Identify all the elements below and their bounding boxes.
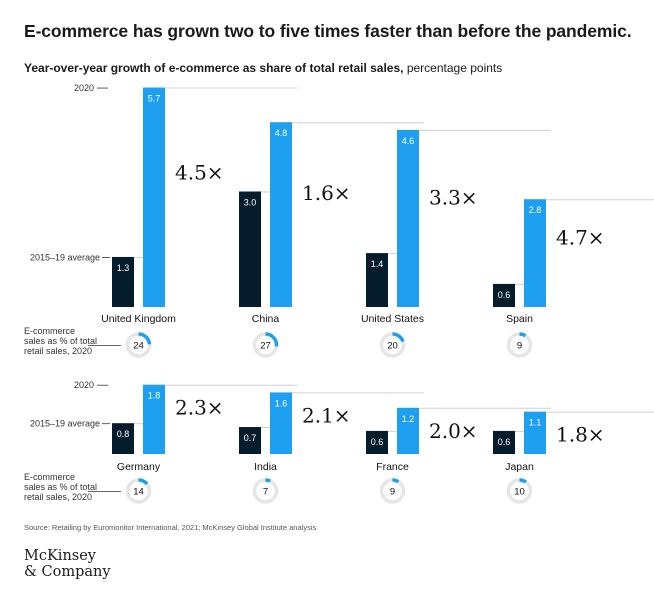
data-label-spain-avg: 0.6	[498, 290, 511, 300]
data-label-united-states-avg: 1.4	[371, 259, 384, 269]
bar-france-avg	[366, 430, 388, 454]
ring-fill-france	[392, 478, 400, 484]
bar-japan-2020	[524, 411, 546, 454]
ring-value-india: 7	[263, 487, 268, 498]
ring-value-united-kingdom: 24	[133, 341, 144, 352]
data-label-united-kingdom-2020: 5.7	[148, 94, 161, 104]
ratio-label-france: 2.0×	[429, 419, 478, 443]
series-label-2020: 2020	[74, 380, 94, 390]
ratio-label-united-states: 3.3×	[429, 185, 478, 209]
country-label-france: France	[376, 461, 409, 473]
ring-fill-united-kingdom	[138, 332, 152, 345]
country-label-germany: Germany	[117, 461, 161, 473]
bar-united-states-avg	[366, 253, 388, 307]
bar-spain-avg	[493, 283, 515, 307]
data-label-france-avg: 0.6	[371, 437, 384, 447]
data-label-germany-avg: 0.8	[117, 429, 130, 439]
country-label-united-kingdom: United Kingdom	[101, 313, 176, 325]
bar-united-kingdom-avg	[112, 256, 134, 307]
ring-value-germany: 14	[133, 487, 144, 498]
ratio-label-japan: 1.8×	[556, 423, 605, 447]
bar-china-avg	[239, 191, 261, 307]
series-label-avg: 2015–19 average	[30, 252, 100, 262]
bar-united-states-2020	[397, 129, 419, 307]
bar-china-2020	[270, 122, 292, 307]
country-label-india: India	[254, 461, 277, 473]
bar-united-kingdom-2020	[143, 87, 165, 307]
ring-label-line: E-commerce	[24, 326, 75, 336]
ring-label-line: sales as % of total	[24, 482, 97, 492]
country-label-spain: Spain	[506, 313, 533, 325]
ratio-label-china: 1.6×	[302, 181, 351, 205]
ring-fill-india	[265, 478, 271, 483]
ring-fill-spain	[519, 332, 527, 338]
ring-label-line: retail sales, 2020	[24, 346, 92, 356]
data-label-india-2020: 1.6	[275, 398, 288, 408]
ring-value-spain: 9	[517, 341, 522, 352]
data-label-united-kingdom-avg: 1.3	[117, 263, 130, 273]
ring-fill-china	[265, 332, 279, 347]
ring-value-china: 27	[260, 341, 271, 352]
ring-fill-germany	[138, 478, 149, 486]
ring-label-line: sales as % of total	[24, 336, 97, 346]
logo-line-2: & Company	[24, 564, 111, 580]
ring-value-japan: 10	[514, 487, 525, 498]
mckinsey-logo: McKinsey & Company	[24, 548, 111, 580]
bar-germany-2020	[143, 384, 165, 454]
bar-india-2020	[270, 392, 292, 454]
ratio-label-united-kingdom: 4.5×	[175, 161, 224, 185]
ratio-label-spain: 4.7×	[556, 225, 605, 249]
ring-label-line: E-commerce	[24, 472, 75, 482]
series-label-avg: 2015–19 average	[30, 419, 100, 429]
source-note: Source: Retailing by Euromonitor Interna…	[24, 523, 317, 532]
data-label-france-2020: 1.2	[402, 414, 415, 424]
ring-value-france: 9	[390, 487, 395, 498]
country-label-japan: Japan	[505, 461, 534, 473]
ring-value-united-states: 20	[387, 341, 398, 352]
ratio-label-india: 2.1×	[302, 403, 351, 427]
chart-subtitle: Year-over-year growth of e-commerce as s…	[24, 61, 502, 75]
data-label-spain-2020: 2.8	[529, 205, 542, 215]
series-label-2020: 2020	[74, 83, 94, 93]
bar-france-2020	[397, 407, 419, 454]
subtitle-units: percentage points	[403, 61, 503, 75]
logo-line-1: McKinsey	[24, 548, 96, 564]
data-label-japan-avg: 0.6	[498, 437, 511, 447]
chart-title: E-commerce has grown two to five times f…	[24, 21, 632, 41]
country-label-china: China	[252, 313, 280, 325]
data-label-united-states-2020: 4.6	[402, 136, 415, 146]
ring-fill-japan	[519, 478, 527, 484]
data-label-china-2020: 4.8	[275, 128, 288, 138]
data-label-china-avg: 3.0	[244, 198, 257, 208]
ratio-label-germany: 2.3×	[175, 396, 224, 420]
ring-label-line: retail sales, 2020	[24, 492, 92, 502]
country-label-united-states: United States	[361, 313, 424, 325]
bar-japan-avg	[493, 430, 515, 454]
data-label-india-avg: 0.7	[244, 433, 257, 443]
data-label-germany-2020: 1.8	[148, 391, 161, 401]
bar-spain-2020	[524, 199, 546, 307]
subtitle-bold: Year-over-year growth of e-commerce as s…	[24, 61, 404, 75]
ring-fill-united-states	[392, 332, 405, 343]
bar-germany-avg	[112, 423, 134, 454]
bar-india-avg	[239, 427, 261, 454]
data-label-japan-2020: 1.1	[529, 418, 542, 428]
